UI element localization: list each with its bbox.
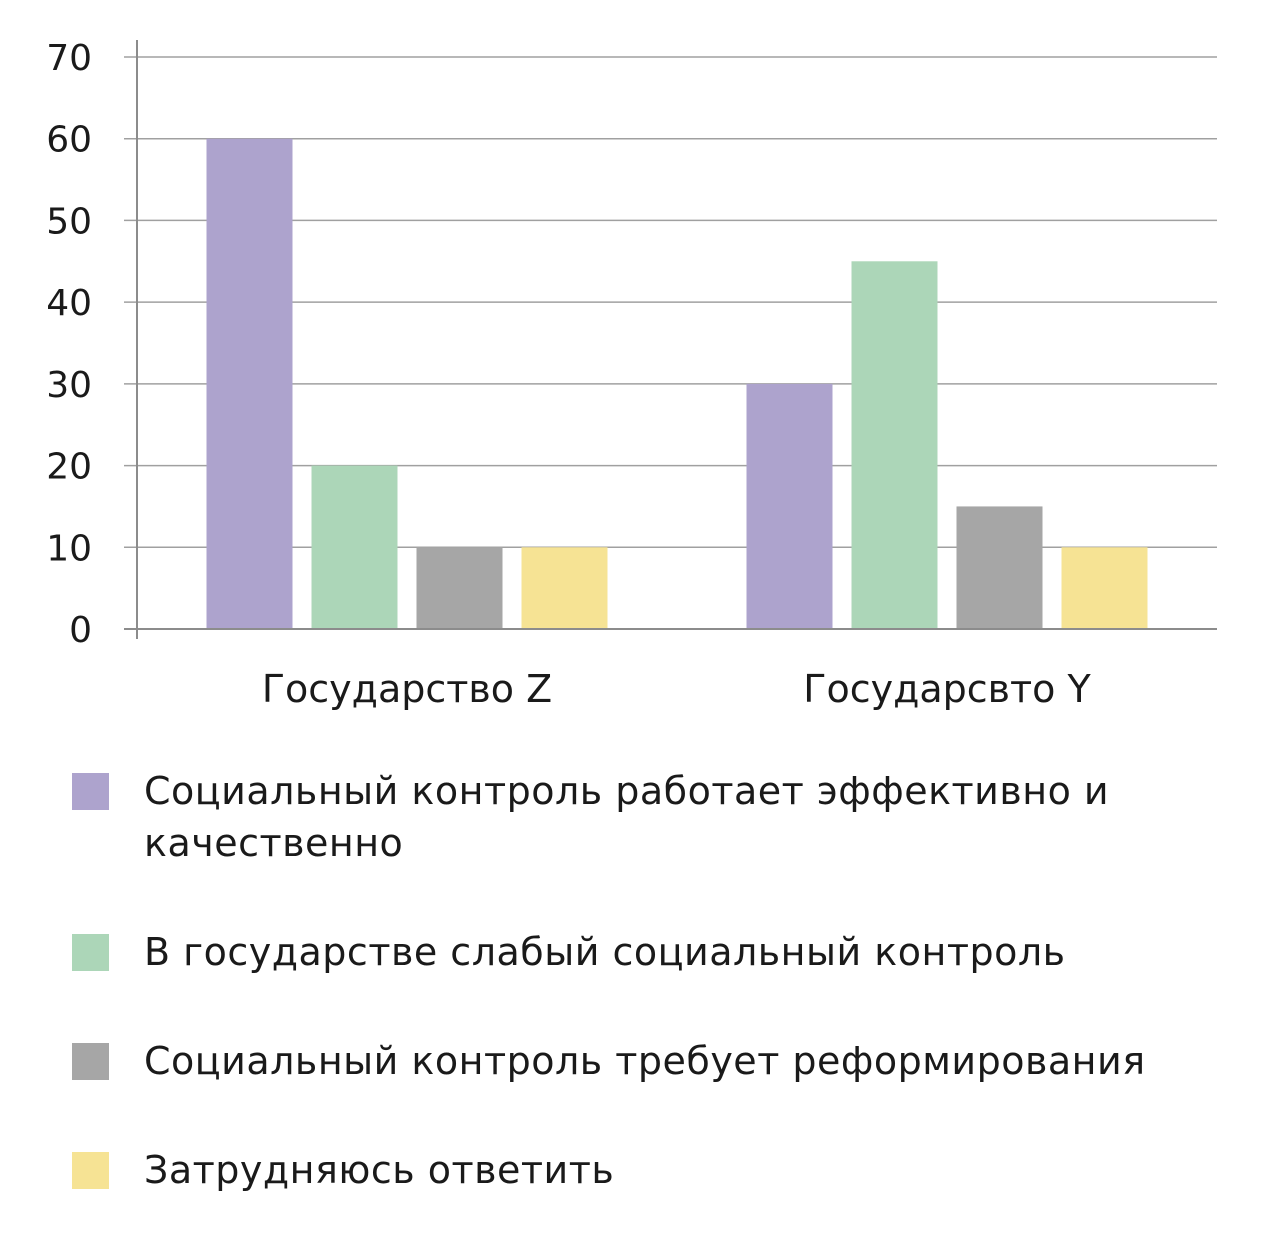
y-tick-label: 40	[46, 283, 92, 324]
y-tick-label: 20	[46, 447, 92, 488]
y-tick-label: 0	[69, 610, 92, 651]
x-tick-label: Государство Z	[262, 667, 552, 711]
legend-swatch	[72, 934, 109, 971]
legend-item: В государстве слабый социальный контроль	[72, 926, 1252, 978]
legend-swatch	[72, 773, 109, 810]
bar	[956, 506, 1043, 629]
legend-label: Социальный контроль работает эффективно …	[144, 769, 1110, 865]
bar	[521, 547, 608, 629]
bar	[1061, 547, 1148, 629]
grid-lines	[124, 56, 1217, 549]
y-tick-label: 60	[46, 120, 92, 161]
bar	[746, 383, 833, 629]
bar	[416, 547, 503, 629]
x-tick-label: Государсвто Y	[803, 667, 1091, 711]
legend-item: Социальный контроль работает эффективно …	[72, 765, 1252, 869]
bar	[851, 261, 938, 629]
y-tick-label: 70	[46, 38, 92, 79]
y-tick-labels: 0 10 20 30 40 50 60 70	[46, 38, 92, 651]
bar-chart: 0 10 20 30 40 50 60 70 Государство Z Государсвто…	[46, 38, 1217, 711]
x-tick-labels: Государство Z Государсвто Y	[262, 667, 1092, 711]
y-tick-label: 50	[46, 201, 92, 242]
legend-swatch	[72, 1043, 109, 1080]
legend-label: В государстве слабый социальный контроль	[144, 930, 1066, 974]
legend-label: Затрудняюсь ответить	[144, 1148, 615, 1192]
y-tick-label: 10	[46, 528, 92, 569]
axes	[124, 40, 1217, 639]
bar	[206, 138, 293, 629]
legend-item: Затрудняюсь ответить	[72, 1144, 1252, 1196]
legend-label: Социальный контроль требует реформирован…	[144, 1039, 1146, 1083]
legend-swatch	[72, 1152, 109, 1189]
y-tick-label: 30	[46, 365, 92, 406]
legend: Социальный контроль работает эффективно …	[72, 765, 1252, 1196]
bars	[206, 138, 1148, 629]
legend-item: Социальный контроль требует реформирован…	[72, 1035, 1252, 1087]
bar	[311, 465, 398, 629]
